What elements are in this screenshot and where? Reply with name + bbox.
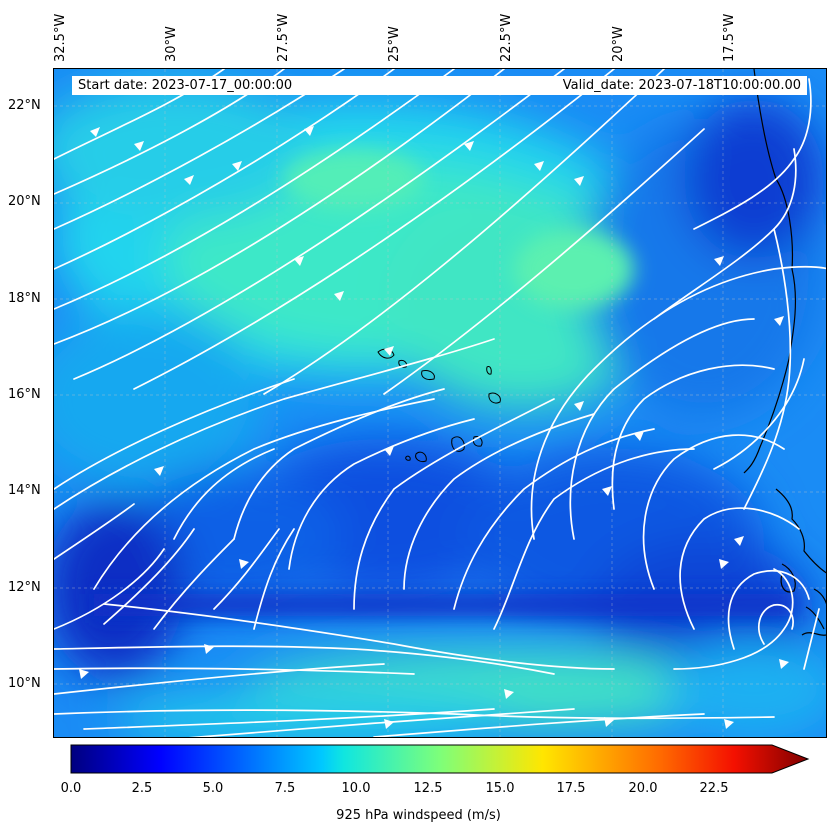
colorbar-tick: 5.0 xyxy=(202,781,224,796)
start-date-label: Start date: 2023-07-17_00:00:00 xyxy=(78,78,293,93)
windspeed-map xyxy=(53,68,827,738)
lat-label: 18°N xyxy=(8,291,41,306)
date-info-bar: Start date: 2023-07-17_00:00:00 Valid_da… xyxy=(72,76,807,95)
lon-label: 22.5°W xyxy=(499,13,514,62)
coastline xyxy=(743,69,826,636)
lon-label: 25°W xyxy=(387,26,402,62)
lat-label: 12°N xyxy=(8,580,41,595)
colorbar-tick: 22.5 xyxy=(699,781,729,796)
lon-label: 27.5°W xyxy=(276,13,291,62)
lat-label: 14°N xyxy=(8,483,41,498)
colorbar-tick: 15.0 xyxy=(485,781,515,796)
windspeed-detail xyxy=(94,149,794,616)
valid-date-label: Valid_date: 2023-07-18T10:00:00.00 xyxy=(562,78,801,93)
map-canvas xyxy=(54,69,826,737)
lon-label: 30°W xyxy=(164,26,179,62)
lon-label: 32.5°W xyxy=(53,13,68,62)
colorbar-tick: 10.0 xyxy=(341,781,371,796)
lat-label: 10°N xyxy=(8,676,41,691)
colorbar-tick: 17.5 xyxy=(556,781,586,796)
lon-label: 17.5°W xyxy=(722,13,737,62)
lon-label: 20°W xyxy=(611,26,626,62)
colorbar-tick: 20.0 xyxy=(628,781,658,796)
lat-label: 20°N xyxy=(8,194,41,209)
windspeed-field xyxy=(54,79,826,737)
streamlines xyxy=(54,69,826,737)
colorbar-tick: 0.0 xyxy=(60,781,82,796)
streamline-arrows xyxy=(79,126,789,729)
colorbar xyxy=(70,744,810,774)
lat-label: 16°N xyxy=(8,387,41,402)
lat-label: 22°N xyxy=(8,98,41,113)
colorbar-tick: 7.5 xyxy=(274,781,296,796)
colorbar-label: 925 hPa windspeed (m/s) xyxy=(336,808,501,823)
colorbar-gradient xyxy=(70,744,810,774)
colorbar-tick: 2.5 xyxy=(131,781,153,796)
colorbar-tick: 12.5 xyxy=(413,781,443,796)
